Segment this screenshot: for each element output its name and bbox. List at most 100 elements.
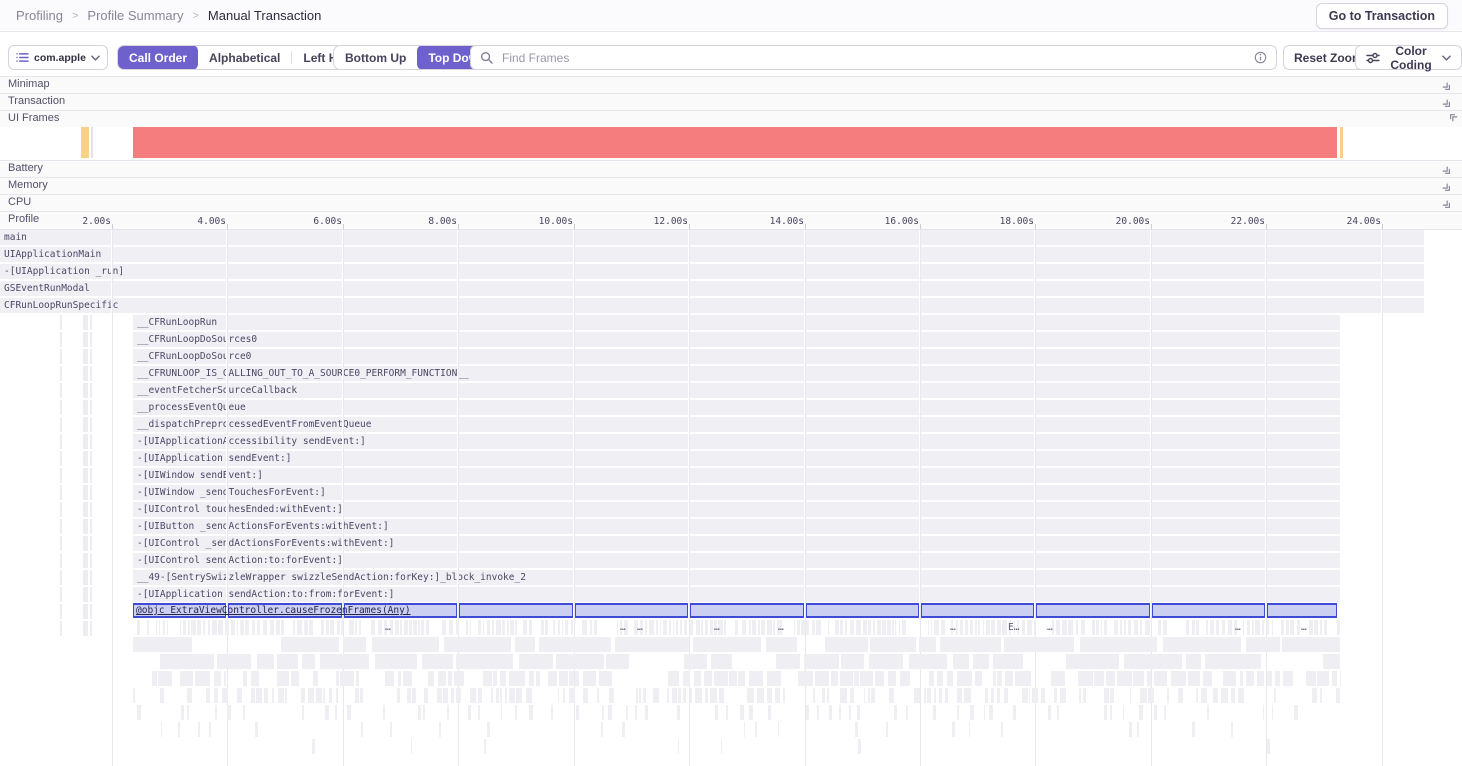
flame-frame-small[interactable]: [1014, 671, 1031, 686]
flame-frame-small[interactable]: [409, 620, 412, 635]
flame-frame[interactable]: __processEventQueue: [228, 400, 342, 415]
flame-frame-small[interactable]: [827, 620, 829, 635]
flame-frame-small[interactable]: [208, 722, 212, 737]
flame-frame[interactable]: [228, 264, 342, 279]
flame-frame-small[interactable]: [529, 705, 533, 720]
flame-frame[interactable]: [1036, 400, 1150, 415]
flame-frame-small[interactable]: [655, 620, 659, 635]
flame-frame-small[interactable]: [427, 671, 435, 686]
flame-frame[interactable]: [1036, 587, 1150, 602]
flame-frame[interactable]: [1383, 264, 1424, 279]
flame-frame-small[interactable]: [1320, 620, 1322, 635]
flame-frame-small[interactable]: [956, 688, 963, 703]
flame-frame-small[interactable]: [561, 620, 563, 635]
flame-frame[interactable]: [575, 417, 688, 432]
flame-frame-small[interactable]: [683, 671, 691, 686]
selected-frame[interactable]: [921, 603, 1034, 618]
flame-frame[interactable]: [1152, 400, 1265, 415]
flame-frame-small[interactable]: [1068, 620, 1074, 635]
flame-frame-small[interactable]: [438, 722, 442, 737]
flame-frame-small[interactable]: [816, 705, 819, 720]
flame-frame[interactable]: [921, 417, 1034, 432]
flame-frame-small[interactable]: [1027, 620, 1032, 635]
flame-frame-small[interactable]: [308, 620, 314, 635]
flame-frame-small[interactable]: [243, 705, 246, 720]
flame-frame[interactable]: CFRunLoopRunSpecific: [0, 298, 111, 313]
flame-frame-small[interactable]: [1228, 620, 1233, 635]
flame-frame-small[interactable]: [1221, 688, 1229, 703]
flame-frame[interactable]: -[UIButton _sendActionsForEvents:withEve…: [133, 519, 226, 534]
flame-frame-small[interactable]: [718, 620, 723, 635]
flame-frame[interactable]: [806, 349, 919, 364]
search-input[interactable]: [500, 49, 1247, 66]
flame-frame-small[interactable]: [523, 620, 527, 635]
flame-frame-small[interactable]: [403, 620, 408, 635]
flame-frame[interactable]: [806, 298, 919, 313]
flame-frame-small[interactable]: [964, 620, 968, 635]
flame-frame-small[interactable]: [659, 620, 662, 635]
flame-frame[interactable]: [1152, 502, 1265, 517]
flame-frame-small[interactable]: [383, 705, 385, 720]
flame-frame-small[interactable]: [334, 705, 337, 720]
flame-frame[interactable]: [1036, 247, 1150, 262]
ui-frames-frame[interactable]: [91, 127, 93, 158]
flame-frame[interactable]: [806, 536, 919, 551]
flame-frame-small[interactable]: [777, 620, 782, 635]
flame-frame[interactable]: GSEventRunModal: [0, 281, 111, 296]
flame-frame-small[interactable]: [754, 722, 757, 737]
flame-frame-small[interactable]: [262, 620, 268, 635]
flame-frame-small[interactable]: [1196, 620, 1199, 635]
flame-frame-small[interactable]: [514, 705, 518, 720]
flame-frame[interactable]: [921, 366, 1034, 381]
flame-frame[interactable]: [1152, 417, 1265, 432]
flame-frame-small[interactable]: [827, 688, 830, 703]
flame-frame-small[interactable]: [562, 688, 566, 703]
flame-frame-small[interactable]: [696, 620, 700, 635]
flame-frame[interactable]: [921, 400, 1034, 415]
flame-frame-small[interactable]: [482, 620, 484, 635]
flame-frame-small[interactable]: [908, 654, 948, 669]
flame-frame-small[interactable]: [159, 654, 215, 669]
flame-frame[interactable]: -[UIApplication sendAction:to:from:forEv…: [228, 587, 342, 602]
flame-frame-small[interactable]: [251, 620, 256, 635]
flame-frame-small[interactable]: [721, 739, 723, 754]
flame-frame-small[interactable]: [179, 671, 193, 686]
flame-frame-small[interactable]: [608, 705, 613, 720]
flame-frame[interactable]: [1152, 298, 1265, 313]
flame-frame[interactable]: [1152, 332, 1265, 347]
flame-frame[interactable]: [921, 247, 1034, 262]
flame-frame[interactable]: [921, 383, 1034, 398]
flame-frame[interactable]: [806, 383, 919, 398]
flame-frame[interactable]: [1152, 570, 1265, 585]
flame-frame-small[interactable]: [1028, 688, 1031, 703]
flame-frame-small[interactable]: [496, 688, 499, 703]
flame-frame-small[interactable]: [748, 671, 764, 686]
flame-frame-small[interactable]: [758, 620, 760, 635]
flame-frame-small[interactable]: [640, 620, 644, 635]
flame-frame-small[interactable]: [1127, 620, 1132, 635]
selected-frame[interactable]: [1036, 603, 1150, 618]
flame-frame[interactable]: [1036, 349, 1150, 364]
flame-frame-small[interactable]: [218, 620, 223, 635]
flame-frame-small[interactable]: [487, 722, 491, 737]
flame-frame[interactable]: [1036, 553, 1150, 568]
flame-frame-small[interactable]: [601, 722, 603, 737]
flame-frame-small[interactable]: [390, 620, 394, 635]
flame-frame-small[interactable]: [190, 620, 196, 635]
flame-frame-small[interactable]: [1296, 620, 1300, 635]
flame-frame-small[interactable]: [1134, 620, 1139, 635]
flame-frame-small[interactable]: [1246, 637, 1280, 652]
flame-frame[interactable]: [690, 400, 804, 415]
flame-frame-small[interactable]: [726, 705, 728, 720]
flame-frame[interactable]: [806, 264, 919, 279]
flame-frame-small[interactable]: [1271, 620, 1274, 635]
flame-frame-small[interactable]: [1207, 705, 1210, 720]
flame-frame-small[interactable]: [360, 688, 364, 703]
flame-frame[interactable]: [690, 383, 804, 398]
selected-frame[interactable]: [344, 603, 457, 618]
flame-frame-small[interactable]: [743, 722, 746, 737]
flame-frame[interactable]: [921, 315, 1034, 330]
flame-frame-small[interactable]: [548, 671, 557, 686]
flame-frame-small[interactable]: [281, 620, 285, 635]
flame-frame-small[interactable]: [806, 620, 810, 635]
